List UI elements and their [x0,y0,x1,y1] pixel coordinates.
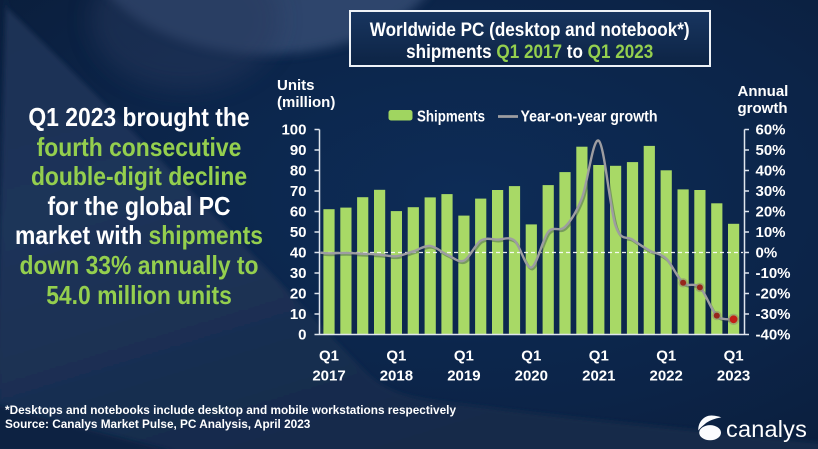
svg-text:-40%: -40% [756,327,791,344]
svg-text:Q1: Q1 [589,348,609,365]
svg-text:50%: 50% [756,142,786,159]
svg-text:60: 60 [290,204,307,221]
svg-text:40%: 40% [756,163,786,180]
svg-text:10%: 10% [756,224,786,241]
svg-text:30%: 30% [756,183,786,200]
svg-text:50: 50 [290,224,307,241]
svg-text:Year-on-year growth: Year-on-year growth [521,109,658,126]
svg-text:2017: 2017 [312,368,345,385]
svg-text:20: 20 [290,286,307,303]
svg-text:30: 30 [290,265,307,282]
svg-text:Q1: Q1 [386,348,406,365]
svg-text:2019: 2019 [447,368,480,385]
svg-text:Shipments: Shipments [417,109,485,126]
svg-text:Q1: Q1 [724,348,744,365]
svg-text:-10%: -10% [756,265,791,282]
svg-text:60%: 60% [756,122,786,139]
svg-text:Q1: Q1 [319,348,339,365]
svg-text:2018: 2018 [380,368,413,385]
svg-text:2022: 2022 [650,368,683,385]
svg-text:growth: growth [738,100,788,117]
svg-text:(million): (million) [277,94,335,111]
svg-text:90: 90 [290,142,307,159]
svg-text:Units: Units [277,77,315,94]
svg-text:0%: 0% [756,245,778,262]
svg-text:2020: 2020 [515,368,548,385]
svg-text:2021: 2021 [582,368,615,385]
svg-text:10: 10 [290,306,307,323]
svg-text:80: 80 [290,163,307,180]
svg-text:Annual: Annual [738,83,789,100]
svg-text:-30%: -30% [756,306,791,323]
svg-text:100: 100 [281,122,306,139]
svg-text:2023: 2023 [717,368,750,385]
svg-text:Q1: Q1 [521,348,541,365]
svg-text:0: 0 [298,327,306,344]
svg-text:-20%: -20% [756,286,791,303]
svg-text:20%: 20% [756,204,786,221]
svg-text:Q1: Q1 [454,348,474,365]
svg-text:Q1: Q1 [656,348,676,365]
svg-text:70: 70 [290,183,307,200]
svg-text:40: 40 [290,245,307,262]
